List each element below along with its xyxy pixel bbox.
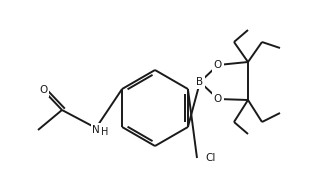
Text: N: N bbox=[92, 125, 100, 135]
Text: O: O bbox=[214, 60, 222, 70]
Text: Cl: Cl bbox=[205, 153, 215, 163]
Text: H: H bbox=[101, 127, 108, 137]
Text: B: B bbox=[197, 77, 203, 87]
Text: O: O bbox=[214, 94, 222, 104]
Text: O: O bbox=[39, 85, 47, 95]
